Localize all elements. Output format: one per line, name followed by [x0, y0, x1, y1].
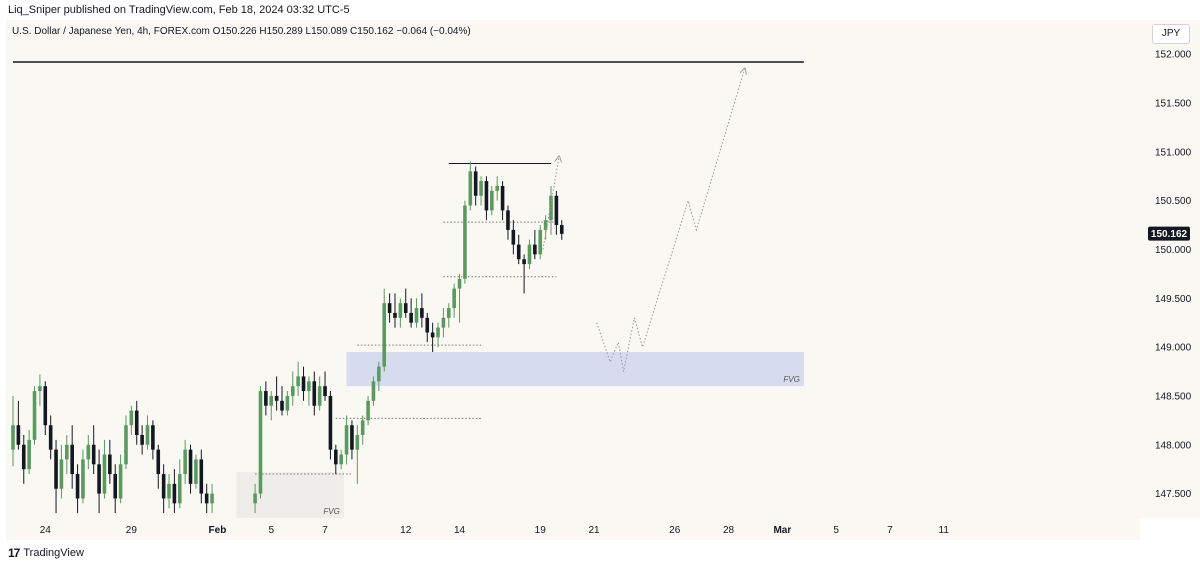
symbol-legend: U.S. Dollar / Japanese Yen, 4h, FOREX.co… — [12, 26, 471, 37]
legend-open: O150.226 — [212, 26, 257, 37]
chart-area[interactable] — [6, 20, 1140, 518]
currency-button[interactable]: JPY — [1152, 24, 1190, 44]
legend-close: C150.162 — [350, 26, 394, 37]
tradingview-logo[interactable]: 17 TradingView — [8, 546, 84, 560]
price-axis[interactable] — [1140, 20, 1200, 518]
header-bar: Liq_Sniper published on TradingView.com,… — [0, 0, 1200, 20]
tradingview-logo-text: TradingView — [23, 547, 84, 559]
tradingview-logo-icon: 17 — [8, 546, 20, 560]
legend-high: H150.289 — [259, 26, 303, 37]
publisher-line: Liq_Sniper published on TradingView.com,… — [8, 4, 350, 16]
time-axis[interactable] — [6, 518, 1140, 540]
footer-bar — [0, 540, 1200, 565]
legend-symbol: U.S. Dollar / Japanese Yen, 4h, FOREX.co… — [12, 26, 210, 37]
legend-low: L150.089 — [305, 26, 348, 37]
legend-change: −0.064 (−0.04%) — [396, 26, 471, 37]
